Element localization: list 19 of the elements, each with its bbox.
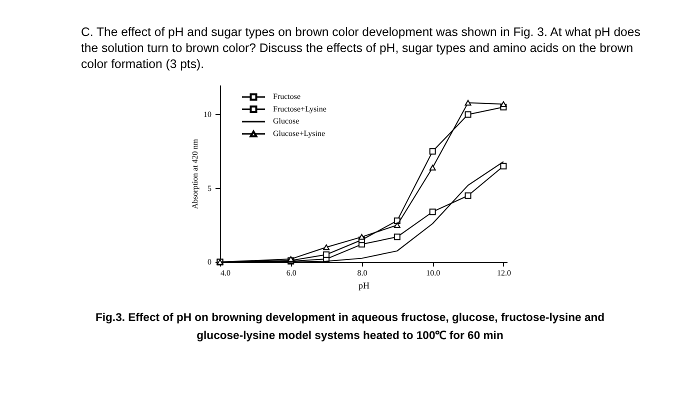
x-tick-label: 6.0: [286, 268, 296, 278]
text: the solution turn to brown color? Discuss the effects of pH, sugar types and amino acids on the brown: [81, 41, 634, 55]
caption: Fig.3. Effect of pH on browning development in aqueous fructose, glucose, fructose-lysine and: [95, 312, 605, 324]
legend-label: Glucose+Lysine: [273, 128, 326, 138]
text: color formation (3 pts).: [81, 57, 204, 71]
y-tick-label: 10: [204, 110, 212, 119]
y-axis-title: Absorption at 420 nm: [190, 138, 200, 209]
y-tick-label: 0: [208, 258, 212, 266]
text: C. The effect of pH and sugar types on brown color development was shown in Fig. 3. At what pH does: [81, 25, 640, 39]
x-tick-label: 12.0: [496, 268, 511, 278]
y-tick-label: 5: [208, 184, 212, 193]
x-tick-label: 8.0: [357, 268, 368, 278]
text: glucose-lysine model systems heated to 100℃ for 60 min: [196, 330, 504, 342]
x-tick-label: 10.0: [426, 268, 440, 278]
x-axis-title: pH: [358, 280, 370, 290]
legend-label: Fructose+Lysine: [273, 104, 327, 114]
legend-label: Fructose: [273, 92, 301, 101]
legend-label: Glucose: [273, 116, 300, 126]
x-tick-label: 4.0: [220, 268, 230, 278]
